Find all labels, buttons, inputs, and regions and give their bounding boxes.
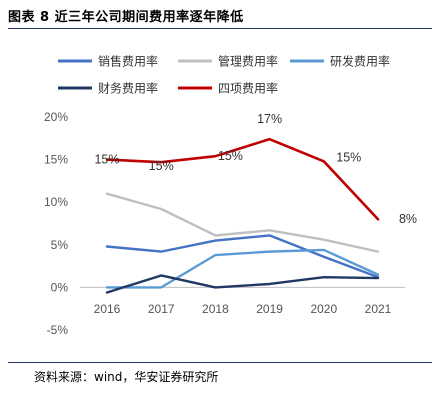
x-tick-2016: 2016 [94,302,121,316]
data-label-2017: 15% [149,159,174,173]
series-line-5 [105,137,380,221]
figure-title: 图表 8 近三年公司期间费用率逐年降低 [8,10,244,25]
legend-label-2: 管理费用率 [218,54,278,69]
title-rule [8,28,432,29]
y-tick-15-: 15% [44,153,68,167]
x-tick-2019: 2019 [256,302,283,316]
series-line-3 [105,248,380,289]
source-note: 资料来源：wind，华安证券研究所 [34,370,219,384]
data-labels: 15% 15% 15% 17% 15% 8% [94,112,417,226]
legend-label-1: 销售费用率 [98,54,158,69]
y-tick--5-: -5% [47,323,69,337]
y-tick-10-: 10% [44,195,68,209]
y-tick-20-: 20% [44,110,68,124]
x-tick-2017: 2017 [148,302,175,316]
x-axis-ticks: 2016 2017 2018 2019 2020 2021 [94,302,392,316]
x-tick-2021: 2021 [365,302,392,316]
series-line-2 [105,192,380,253]
data-label-2019: 17% [257,112,282,126]
y-tick-5-: 5% [51,238,69,252]
x-tick-2018: 2018 [202,302,229,316]
series-line-1 [105,234,380,279]
data-label-2018: 15% [218,149,243,163]
series-line-4 [105,274,380,294]
data-label-2020: 15% [336,150,361,164]
x-tick-2020: 2020 [310,302,337,316]
y-axis-ticks: -5% 0% 5% 10% 15% 20% [44,110,68,337]
y-tick-0-: 0% [51,280,69,294]
series-lines [105,137,380,294]
data-label-2016: 15% [94,153,119,167]
legend-label-5: 四项费用率 [218,81,278,96]
legend-label-3: 研发费用率 [330,54,390,69]
source-rule [8,362,432,363]
legend-label-4: 财务费用率 [98,81,158,96]
data-label-2021: 8% [399,212,417,226]
